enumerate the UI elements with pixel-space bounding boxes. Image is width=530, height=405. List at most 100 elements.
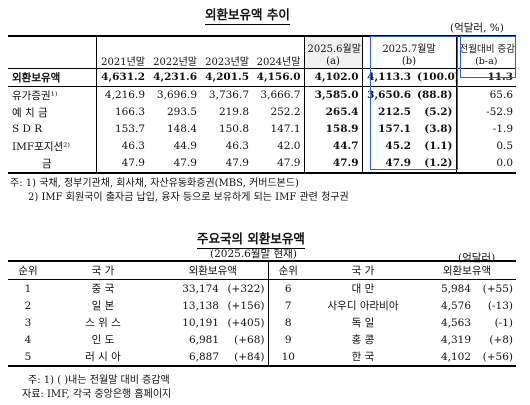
header-rank-right: 순위: [268, 260, 308, 280]
cell-jun: 265.4: [304, 103, 363, 121]
reserves-title: 외환보유액 추이: [205, 4, 290, 25]
reserves-table: 2021년말 2022년말 2023년말 2024년말 2025.6월말 (a)…: [8, 35, 517, 174]
cell-2022: 3,696.9: [156, 89, 197, 101]
cell-2024: 42.0: [252, 137, 305, 155]
header-country-right: 국 가: [308, 260, 418, 280]
reserves-unit: (억달러, %): [450, 22, 504, 34]
rank: 7: [284, 299, 292, 312]
table-row: 2 일 본 13,138 (+156) 7 사우디 아라비아 4,576 (-1…: [8, 297, 516, 314]
rank: 4: [24, 333, 32, 346]
country: 중 국: [91, 283, 115, 295]
header-jun: 2025.6월말 (a): [304, 35, 363, 69]
cell-share: (100.0): [414, 68, 457, 87]
cell-share: (3.8): [414, 120, 457, 138]
reserve-value: 6,981: [188, 333, 219, 346]
cell-jun: 3,585.0: [304, 86, 363, 104]
cell-2021: 4,216.9: [104, 89, 145, 101]
cell-2023: 3,736.7: [208, 89, 249, 101]
rank: 6: [284, 282, 292, 295]
country: 한 국: [308, 348, 418, 367]
reserve-value: 6,887: [158, 348, 222, 367]
header-blank: [8, 35, 97, 69]
header-2022: 2022년말: [148, 35, 200, 69]
cell-jul: 4,113.3: [362, 68, 414, 87]
rank: 8: [284, 316, 292, 329]
countries-title: 주요국의 외환보유액: [197, 228, 305, 249]
header-jun-line1: 2025.6월말: [307, 43, 361, 55]
reserve-change: (+156): [222, 297, 269, 314]
country: 독 일: [351, 317, 375, 329]
table-row: 4 인 도 6,981 (+68) 9 홍 콩 4,319 (+8): [8, 331, 516, 348]
row-label: IMF포지션²⁾: [8, 137, 97, 155]
header-jun-line2: (a): [326, 55, 340, 67]
cell-2024: 147.1: [252, 120, 305, 138]
header-2023: 2023년말: [200, 35, 252, 69]
rank: 1: [24, 282, 32, 295]
reserve-value: 13,138: [182, 299, 219, 312]
cell-jun: 158.9: [304, 120, 363, 138]
cell-jul: 157.1: [378, 123, 411, 135]
cell-2022: 44.9: [173, 140, 197, 152]
header-country-left: 국 가: [48, 260, 158, 280]
countries-subtitle: (2025.6월말 현재): [210, 248, 297, 260]
country: 스 위 스: [85, 317, 121, 329]
reserve-change: (+322): [222, 279, 269, 297]
cell-2022: 47.9: [148, 154, 200, 174]
table-row: 1 중 국 33,174 (+322) 6 대 만 5,984 (+55): [8, 279, 516, 297]
cell-share: (1.1): [414, 137, 457, 155]
countries-header-row: 순위 국 가 외환보유액 순위 국 가 외환보유액: [8, 260, 516, 280]
cell-change: 65.6: [489, 89, 514, 101]
cell-share: (5.2): [414, 103, 457, 121]
reserve-change: (+68): [222, 331, 269, 348]
reserve-change: (+405): [222, 314, 269, 331]
reserve-value: 4,563: [440, 316, 471, 329]
reserve-change: (+56): [474, 348, 516, 367]
cell-2023: 46.3: [225, 140, 249, 152]
country: 인 도: [91, 334, 115, 346]
row-label: 예 치 금: [8, 103, 97, 121]
reserve-value: 4,576: [440, 299, 471, 312]
reserve-value: 4,319: [440, 333, 471, 346]
reserve-change: (+84): [222, 348, 269, 367]
cell-2021: 4,631.2: [96, 68, 148, 87]
cell-change: 0.5: [496, 140, 514, 152]
row-label: 외환보유액: [8, 68, 97, 87]
cell-jul: 3,650.6: [367, 89, 411, 101]
table-row: S D R 153.7 148.4 150.8 147.1 158.9 157.…: [8, 120, 516, 138]
cell-2023: 47.9: [200, 154, 252, 174]
countries-note-1: 주: 1) ( )내는 전월말 대비 증감액: [28, 375, 170, 386]
header-reserve-right: 외환보유액: [418, 260, 516, 280]
cell-jun: 4,102.0: [304, 68, 363, 87]
rank: 2: [24, 299, 32, 312]
reserve-change: (-1): [494, 316, 513, 329]
table-row-total: 외환보유액 4,631.2 4,231.6 4,201.5 4,156.0 4,…: [8, 68, 517, 87]
reserve-change: (+8): [489, 333, 513, 346]
table-row: 금 47.9 47.9 47.9 47.9 47.9 47.9 (1.2) 0.…: [8, 154, 517, 174]
table-row: 유가증권¹⁾ 4,216.9 3,696.9 3,736.7 3,666.7 3…: [8, 86, 516, 104]
reserves-header-row: 2021년말 2022년말 2023년말 2024년말 2025.6월말 (a)…: [8, 35, 517, 69]
table-row: IMF포지션²⁾ 46.3 44.9 46.3 42.0 44.7 45.2 (…: [8, 137, 516, 155]
header-change-line1: 전월대비 증감: [459, 43, 515, 55]
table-row: 5 러 시 아 6,887 (+84) 10 한 국 4,102 (+56): [8, 348, 516, 367]
reserve-change: (+55): [482, 282, 513, 295]
countries-note-2: 자료: IMF, 각국 중앙은행 홈페이지: [22, 389, 172, 400]
cell-2024: 252.2: [252, 103, 305, 121]
reserve-value: 5,984: [440, 282, 471, 295]
cell-jul: 47.9: [362, 154, 414, 174]
cell-2023: 150.8: [218, 123, 249, 135]
country: 일 본: [91, 300, 115, 312]
cell-share: (1.2): [414, 154, 457, 174]
header-2024: 2024년말: [252, 35, 305, 69]
cell-2021: 46.3: [121, 140, 145, 152]
header-change: 전월대비 증감 (b-a): [456, 35, 517, 69]
header-rank-left: 순위: [8, 260, 48, 280]
cell-jun: 44.7: [304, 137, 363, 155]
row-label: 금: [8, 154, 97, 174]
header-2021: 2021년말: [96, 35, 148, 69]
cell-2022: 293.5: [166, 106, 197, 118]
cell-2022: 148.4: [166, 123, 197, 135]
cell-2024: 4,156.0: [252, 68, 305, 87]
cell-jul: 45.2: [385, 140, 411, 152]
rank: 9: [284, 333, 292, 346]
header-reserve-left: 외환보유액: [158, 260, 269, 280]
